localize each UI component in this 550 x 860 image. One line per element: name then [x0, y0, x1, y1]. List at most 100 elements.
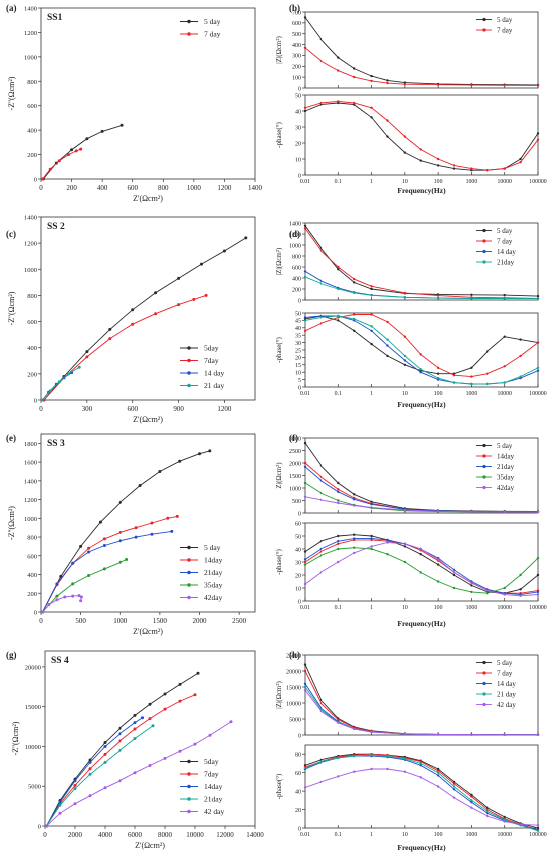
- y-tick-label: 1000: [289, 486, 301, 492]
- series-point: [519, 375, 522, 378]
- series-point: [337, 542, 340, 545]
- y-tick-label: 5000: [28, 784, 41, 791]
- series-point: [436, 774, 440, 777]
- legend-label: 21day: [497, 463, 515, 471]
- legend-marker: [187, 558, 191, 562]
- series-point: [319, 571, 323, 574]
- x-tick-label: 1: [370, 179, 373, 185]
- series-point: [370, 537, 373, 540]
- series-point: [486, 372, 489, 375]
- series-7day-point: [73, 783, 77, 787]
- x-axis-label: Z'(Ωcm²): [135, 841, 165, 850]
- y-tick-label: 20: [295, 141, 301, 147]
- y-axis-label: -phase(°): [275, 121, 283, 147]
- series-point: [486, 806, 489, 809]
- series-5day-point: [131, 308, 135, 312]
- series-point: [386, 338, 389, 341]
- series-point: [353, 313, 356, 316]
- series-point: [386, 119, 389, 122]
- legend-marker: [482, 464, 486, 469]
- series-21day-point: [55, 582, 59, 586]
- series-point: [486, 382, 489, 386]
- series-14day-point: [133, 721, 137, 725]
- y-tick-label: 20000: [25, 664, 41, 671]
- legend-marker: [187, 371, 191, 375]
- legend-label: 7day: [204, 770, 219, 779]
- legend-marker: [482, 239, 486, 243]
- series-5-day-point: [79, 544, 83, 548]
- y-tick-label: 0: [298, 733, 301, 739]
- series-point: [403, 151, 407, 154]
- series-35day-point: [71, 582, 75, 586]
- series-point: [319, 479, 323, 482]
- series-point: [353, 551, 356, 555]
- series-14day-line: [304, 539, 539, 594]
- legend-label: 35day: [204, 581, 223, 590]
- series-point: [370, 506, 373, 509]
- series-42-day-point: [208, 733, 212, 737]
- y-axis-label: -Z''(Ωcm²): [7, 506, 16, 540]
- legend-label: 14day: [204, 556, 223, 565]
- y-tick-label: 45: [295, 319, 301, 325]
- series-point: [503, 820, 506, 823]
- series-point: [519, 588, 522, 591]
- series-5-day-point: [138, 484, 142, 487]
- series-point: [519, 161, 522, 164]
- series-42day-point: [55, 598, 59, 602]
- x-tick-label: 8000: [158, 831, 173, 839]
- legend-marker: [187, 784, 191, 789]
- series-21day-line: [304, 538, 539, 595]
- series-7day-point: [204, 293, 208, 297]
- y-tick-label: 1800: [24, 441, 37, 448]
- x-tick-label: 0.01: [300, 832, 310, 838]
- series-point: [337, 501, 340, 505]
- series-21-day-point: [77, 365, 81, 369]
- series-point: [519, 573, 522, 577]
- series-point: [319, 554, 323, 557]
- series-point: [337, 69, 340, 72]
- y-tick-label: 0: [298, 511, 301, 517]
- series-point: [403, 732, 407, 736]
- x-tick-label: 0: [43, 831, 47, 839]
- series-7day-point: [163, 707, 167, 711]
- series-point: [303, 109, 307, 113]
- legend-marker: [482, 702, 486, 707]
- series-point: [536, 138, 540, 141]
- series-point: [470, 297, 473, 300]
- series-point: [337, 540, 340, 543]
- series-35day-point: [118, 560, 122, 564]
- legend-label: 21day: [497, 259, 515, 267]
- series-point: [319, 780, 323, 784]
- y-tick-label: 0: [34, 177, 37, 184]
- series-point: [370, 325, 373, 328]
- series-point: [337, 560, 340, 564]
- series-7-day-line: [304, 314, 539, 378]
- legend-label: 42 day: [204, 807, 224, 816]
- y-tick-label: 500: [292, 499, 301, 505]
- series-7-day-point: [57, 159, 61, 163]
- series-point: [319, 475, 323, 478]
- series-point: [470, 382, 473, 386]
- series-point: [303, 224, 307, 227]
- x-tick-label: 1000: [466, 605, 478, 611]
- series-point: [452, 571, 456, 574]
- legend-label: 5 day: [204, 17, 221, 26]
- x-axis-label: Frequency(Hz): [397, 619, 446, 628]
- series-14day-point: [118, 732, 122, 736]
- series-point: [536, 593, 540, 596]
- y-tick-label: 700: [292, 10, 301, 16]
- series-42day-point: [79, 599, 83, 603]
- legend-label: 42day: [204, 593, 223, 602]
- series-point: [319, 37, 323, 41]
- series-7day-point: [178, 699, 182, 703]
- series-point: [353, 281, 356, 284]
- y-tick-label: 1400: [24, 215, 37, 222]
- series-7day-point: [108, 337, 112, 341]
- bode-plot-1: 0 100 200 300 400 500 600 700 |Z|(Ωcm²) 0 10 20 30 40…: [275, 10, 547, 195]
- series-point: [319, 758, 323, 761]
- series-point: [503, 335, 506, 338]
- series-point: [503, 381, 506, 384]
- legend-marker: [482, 660, 486, 665]
- series-5-day-point: [70, 148, 74, 152]
- y-tick-label: 80: [295, 753, 301, 759]
